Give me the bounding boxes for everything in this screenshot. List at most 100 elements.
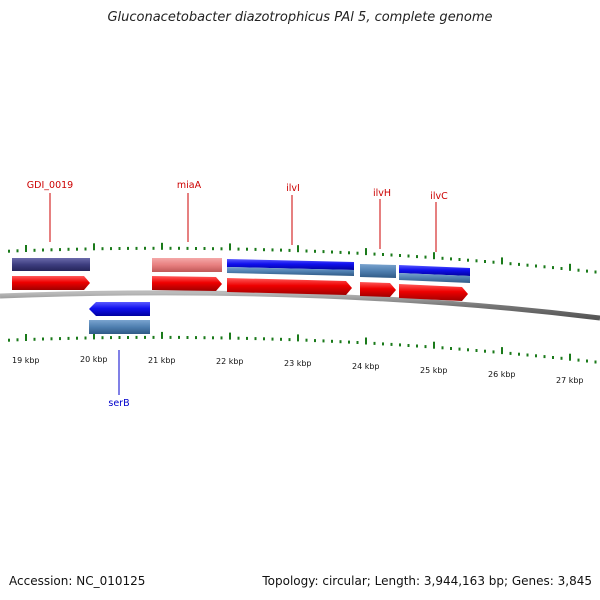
minor-tick [178,246,180,250]
minor-tick [135,246,138,250]
minor-tick [552,356,554,359]
cds-arrow-serb[interactable] [89,302,150,316]
minor-tick [67,336,70,340]
minor-tick [42,248,44,252]
major-tick [229,243,231,251]
major-tick [297,334,299,342]
minor-tick [212,247,214,251]
cds-arrow-miaa[interactable] [152,276,222,291]
minor-tick [76,336,78,340]
minor-tick [186,336,189,339]
scale-label: 23 kbp [284,359,312,368]
minor-tick [33,248,36,252]
minor-tick [263,248,265,252]
minor-tick [169,246,172,250]
minor-tick [390,253,393,257]
minor-tick [577,268,580,272]
minor-tick [305,338,308,342]
gene-label-ilvh[interactable]: ilvH [373,188,391,199]
scale-label: 19 kbp [12,356,40,365]
minor-tick [322,339,325,343]
minor-tick [280,337,282,341]
major-tick [297,245,299,253]
gene-label-lines [49,193,437,395]
gene-labels: GDI_0019 serB miaA ilvI ilvH ilvC [27,180,448,409]
minor-tick [399,254,401,257]
minor-tick [348,251,350,255]
gene-bar-serb[interactable] [89,320,150,334]
minor-tick [76,247,78,251]
minor-tick [594,270,597,274]
gene-bar-ilvi-lower[interactable] [227,267,354,276]
minor-tick [195,247,197,250]
minor-tick [110,336,112,340]
minor-tick [8,338,10,342]
scale-label: 21 kbp [148,356,176,365]
cds-arrow-ilvi[interactable] [227,278,352,295]
minor-tick [118,336,121,339]
minor-tick [450,257,452,261]
minor-tick [492,260,495,264]
cds-arrow-ilvh[interactable] [360,282,396,297]
minor-tick [390,342,393,346]
gene-label-serb[interactable]: serB [108,398,129,409]
minor-tick [288,338,291,342]
minor-tick [339,340,342,344]
minor-tick [178,335,180,339]
minor-tick [254,247,257,251]
minor-tick [101,336,104,340]
minor-tick [458,347,461,351]
minor-tick [450,347,452,350]
gene-bar-ilvi[interactable] [227,259,354,270]
minor-tick [212,336,214,340]
gene-label-ilvi[interactable]: ilvI [286,183,300,194]
minor-tick [135,335,138,339]
minor-tick [577,358,580,362]
minor-tick [50,248,53,252]
cds-arrow-gdi-0019[interactable] [12,276,90,290]
major-tick [93,332,95,340]
minor-tick [518,352,520,356]
minor-tick [16,249,19,253]
minor-tick [467,258,469,262]
scale-label: 26 kbp [488,370,516,379]
minor-tick [416,255,418,259]
minor-tick [186,246,189,250]
minor-tick [552,266,554,270]
minor-tick [203,247,206,250]
major-tick [229,332,231,340]
scale-labels: 19 kbp 20 kbp 21 kbp 22 kbp 23 kbp 24 kb… [12,355,584,385]
minor-tick [127,336,129,339]
gene-bar-ilvc-lower[interactable] [399,273,470,283]
minor-tick [416,344,418,348]
major-tick [25,245,27,252]
cds-arrow-ilvc[interactable] [399,284,468,301]
gene-bar-gdi-0019[interactable] [12,258,90,271]
minor-tick [195,336,197,340]
gene-bar-ilvc[interactable] [399,265,470,276]
genome-summary-text: Topology: circular; Length: 3,944,163 bp… [262,574,592,588]
minor-tick [246,247,248,251]
minor-tick [339,250,342,254]
minor-tick [518,262,520,266]
gene-label-gdi-0019[interactable]: GDI_0019 [27,180,73,191]
scale-label: 25 kbp [420,366,448,375]
major-tick [433,252,435,260]
minor-tick [535,354,537,358]
gene-label-ilvc[interactable]: ilvC [430,191,448,202]
minor-tick [424,255,427,259]
minor-tick [356,251,359,255]
gene-bar-ilvh[interactable] [360,264,396,278]
gene-bar-miaa[interactable] [152,258,222,272]
minor-tick [348,340,350,344]
major-tick [569,263,571,271]
minor-tick [8,249,10,253]
accession-text: Accession: NC_010125 [9,574,146,588]
minor-tick [560,356,563,360]
gene-tracks-upper [12,258,470,283]
minor-tick [169,335,172,339]
minor-tick [84,247,87,251]
minor-tick [586,269,588,273]
minor-tick [382,342,384,346]
gene-label-miaa[interactable]: miaA [177,180,202,191]
